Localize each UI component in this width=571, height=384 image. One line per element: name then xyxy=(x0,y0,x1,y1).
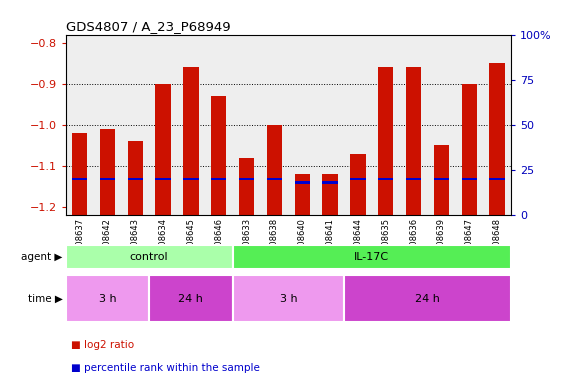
Bar xyxy=(489,177,505,180)
Bar xyxy=(155,84,171,215)
Bar xyxy=(323,181,338,184)
Text: ■ log2 ratio: ■ log2 ratio xyxy=(71,339,135,349)
Bar xyxy=(434,177,449,180)
Bar xyxy=(378,177,393,180)
Text: 24 h: 24 h xyxy=(415,293,440,304)
Bar xyxy=(350,177,365,180)
Bar xyxy=(378,67,393,215)
Bar xyxy=(489,63,505,215)
Bar xyxy=(295,174,310,215)
Bar xyxy=(295,181,310,184)
Bar xyxy=(211,177,227,180)
Text: IL-17C: IL-17C xyxy=(354,252,389,262)
Bar xyxy=(233,245,511,270)
Bar xyxy=(183,67,199,215)
Bar xyxy=(66,245,233,270)
Bar xyxy=(239,157,254,215)
Bar xyxy=(461,84,477,215)
Bar xyxy=(127,141,143,215)
Bar xyxy=(66,275,149,322)
Text: GDS4807 / A_23_P68949: GDS4807 / A_23_P68949 xyxy=(66,20,230,33)
Bar xyxy=(239,177,254,180)
Text: 24 h: 24 h xyxy=(179,293,203,304)
Bar xyxy=(155,177,171,180)
Bar xyxy=(406,177,421,180)
Bar xyxy=(350,154,365,215)
Bar xyxy=(183,177,199,180)
Bar xyxy=(461,177,477,180)
Bar xyxy=(149,275,233,322)
Bar xyxy=(100,129,115,215)
Bar xyxy=(434,145,449,215)
Bar xyxy=(72,177,87,180)
Bar xyxy=(406,67,421,215)
Text: 3 h: 3 h xyxy=(280,293,297,304)
Bar xyxy=(233,275,344,322)
Text: time ▶: time ▶ xyxy=(28,293,63,304)
Bar xyxy=(100,177,115,180)
Bar xyxy=(72,133,87,215)
Bar xyxy=(127,177,143,180)
Text: ■ percentile rank within the sample: ■ percentile rank within the sample xyxy=(71,362,260,372)
Bar xyxy=(267,177,282,180)
Bar xyxy=(267,125,282,215)
Bar xyxy=(344,275,511,322)
Bar xyxy=(211,96,227,215)
Text: 3 h: 3 h xyxy=(99,293,116,304)
Bar xyxy=(323,174,338,215)
Text: agent ▶: agent ▶ xyxy=(22,252,63,262)
Text: control: control xyxy=(130,252,168,262)
